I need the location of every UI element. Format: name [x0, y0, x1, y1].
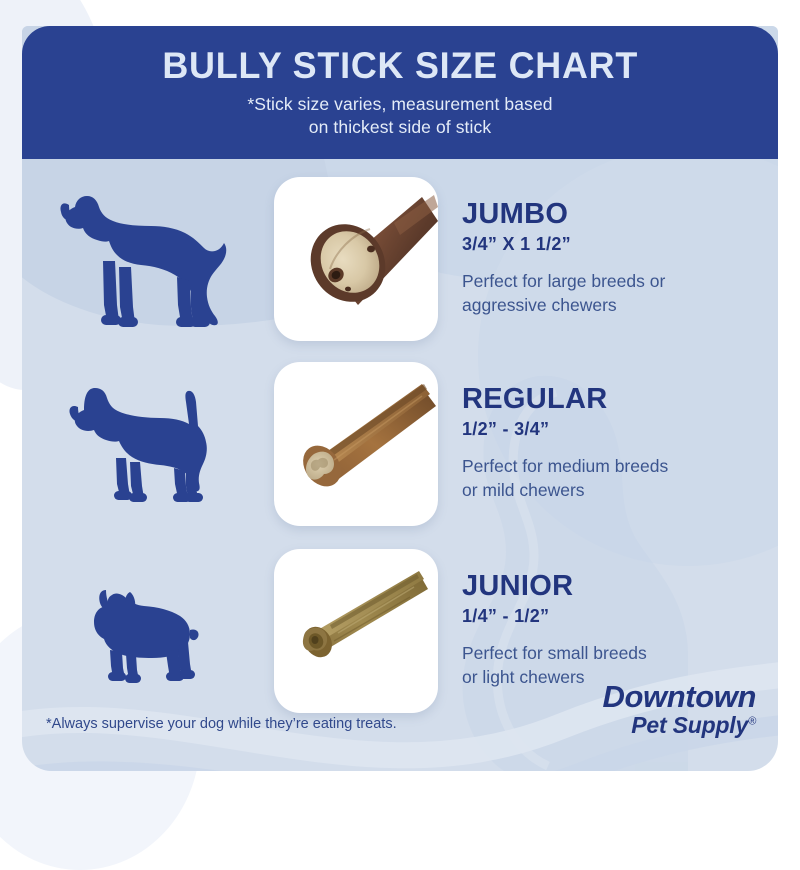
size-info-junior: JUNIOR 1/4” - 1/2” Perfect for small bre…: [438, 572, 778, 688]
size-dimensions-regular: 1/2” - 3/4”: [462, 419, 550, 440]
dog-illustration-cell-regular: [22, 380, 274, 508]
size-description-regular-line-1: Perfect for medium breeds: [462, 456, 669, 477]
brand-logo-text: Pet Supply: [631, 712, 749, 738]
brand-logo-line-2: Pet Supply®: [603, 714, 756, 737]
medium-breed-dog-icon: [69, 387, 207, 502]
size-name-junior: JUNIOR: [462, 570, 574, 603]
size-description-junior-line-1: Perfect for small breeds: [462, 643, 647, 664]
header-subtitle-line-1: *Stick size varies, measurement based: [247, 94, 553, 115]
size-info-regular: REGULAR 1/2” - 3/4” Perfect for medium b…: [438, 385, 778, 501]
registered-trademark-symbol: ®: [748, 715, 756, 728]
large-breed-dog-icon: [60, 195, 227, 327]
size-row-jumbo: JUMBO 3/4” X 1 1/2” Perfect for large br…: [22, 171, 778, 346]
dog-illustration-cell-junior: [22, 576, 274, 686]
regular-bully-stick-photo: [274, 361, 438, 526]
bully-stick-size-chart-infographic: BULLY STICK SIZE CHART *Stick size varie…: [0, 0, 778, 870]
size-description-jumbo-line-2: aggressive chewers: [462, 294, 617, 315]
page-title: BULLY STICK SIZE CHART: [162, 45, 638, 87]
dog-illustration-cell-jumbo: [22, 185, 274, 333]
size-description-regular: Perfect for medium breeds or mild chewer…: [462, 455, 762, 501]
size-description-regular-line-2: or mild chewers: [462, 479, 585, 500]
junior-bully-stick-photo: [274, 548, 438, 713]
size-description-junior-line-2: or light chewers: [462, 666, 585, 687]
supervision-disclaimer: *Always supervise your dog while they’re…: [46, 716, 397, 732]
header-banner: BULLY STICK SIZE CHART *Stick size varie…: [22, 26, 778, 159]
size-description-jumbo: Perfect for large breeds or aggressive c…: [462, 270, 762, 316]
chart-body-panel: BULLY STICK SIZE CHART *Stick size varie…: [22, 26, 778, 771]
small-breed-dog-icon: [94, 589, 199, 683]
header-subtitle-line-2: on thickest side of stick: [308, 116, 492, 137]
size-dimensions-jumbo: 3/4” X 1 1/2”: [462, 234, 571, 255]
brand-logo-line-1: Downtown: [602, 679, 757, 714]
size-name-regular: REGULAR: [462, 383, 608, 416]
size-description-jumbo-line-1: Perfect for large breeds or: [462, 271, 666, 292]
size-dimensions-junior: 1/4” - 1/2”: [462, 606, 550, 627]
size-row-regular: REGULAR 1/2” - 3/4” Perfect for medium b…: [22, 356, 778, 531]
size-info-jumbo: JUMBO 3/4” X 1 1/2” Perfect for large br…: [438, 200, 778, 316]
jumbo-bully-stick-photo: [274, 176, 438, 341]
size-name-jumbo: JUMBO: [462, 198, 569, 231]
brand-logo: Downtown Pet Supply®: [602, 679, 757, 737]
